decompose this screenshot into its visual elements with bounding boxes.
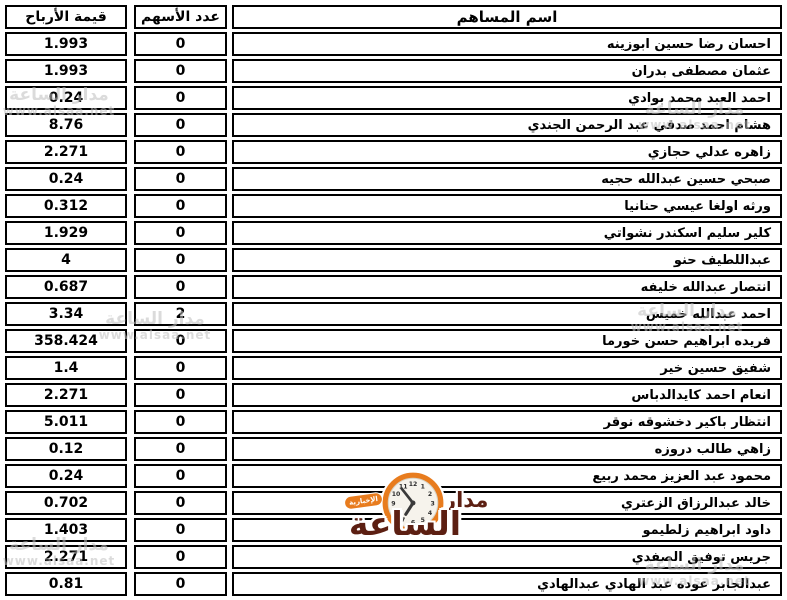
table-row: داود ابراهيم زلطيمو 0 1.403 <box>5 518 782 542</box>
table-row: عبدالجابر عوده عبد الهادي عبدالهادي 0 0.… <box>5 572 782 596</box>
cell-shares-count: 0 <box>134 464 227 488</box>
table-row: زاهي طالب دروزه 0 0.12 <box>5 437 782 461</box>
cell-shareholder-name: احمد العبد محمد بوادي <box>232 86 782 110</box>
cell-shareholder-name: جريس توفيق الصفدي <box>232 545 782 569</box>
cell-shareholder-name: انعام احمد كايدالدباس <box>232 383 782 407</box>
cell-shares-count: 0 <box>134 356 227 380</box>
cell-shares-count: 0 <box>134 32 227 56</box>
table-row: انعام احمد كايدالدباس 0 2.271 <box>5 383 782 407</box>
cell-shareholder-name: عبدالجابر عوده عبد الهادي عبدالهادي <box>232 572 782 596</box>
cell-shareholder-name: ورثه اولغا عيسي حنانيا <box>232 194 782 218</box>
cell-shares-count: 0 <box>134 167 227 191</box>
cell-shareholder-name: هشام احمد صدقي عبد الرحمن الجندي <box>232 113 782 137</box>
header-shares-count: عدد الأسهم <box>134 5 227 29</box>
cell-shareholder-name: خالد عبدالرزاق الزعتري <box>232 491 782 515</box>
cell-shareholder-name: انتصار عبدالله خليفه <box>232 275 782 299</box>
cell-shares-count: 0 <box>134 518 227 542</box>
cell-dividends-value: 0.24 <box>5 86 127 110</box>
cell-shares-count: 0 <box>134 410 227 434</box>
cell-shareholder-name: عثمان مصطفى بدران <box>232 59 782 83</box>
table-row: انتصار عبدالله خليفه 0 0.687 <box>5 275 782 299</box>
cell-dividends-value: 8.76 <box>5 113 127 137</box>
cell-dividends-value: 0.24 <box>5 167 127 191</box>
cell-dividends-value: 1.993 <box>5 32 127 56</box>
cell-shares-count: 0 <box>134 194 227 218</box>
table-row: خالد عبدالرزاق الزعتري 0 0.702 <box>5 491 782 515</box>
cell-dividends-value: 1.403 <box>5 518 127 542</box>
cell-shareholder-name: كلير سليم اسكندر نشواتي <box>232 221 782 245</box>
cell-shares-count: 0 <box>134 221 227 245</box>
table-row: هشام احمد صدقي عبد الرحمن الجندي 0 8.76 <box>5 113 782 137</box>
cell-shares-count: 0 <box>134 275 227 299</box>
cell-shares-count: 0 <box>134 572 227 596</box>
table-row: ورثه اولغا عيسي حنانيا 0 0.312 <box>5 194 782 218</box>
table-row: عثمان مصطفى بدران 0 1.993 <box>5 59 782 83</box>
table-row: محمود عبد العزيز محمد ربيع 0 0.24 <box>5 464 782 488</box>
table-row: انتظار باكير دخشوقه نوقر 0 5.011 <box>5 410 782 434</box>
cell-dividends-value: 2.271 <box>5 383 127 407</box>
cell-shareholder-name: عبداللطيف حنو <box>232 248 782 272</box>
table-row: احمد العبد محمد بوادي 0 0.24 <box>5 86 782 110</box>
cell-dividends-value: 358.424 <box>5 329 127 353</box>
table-row: كلير سليم اسكندر نشواتي 0 1.929 <box>5 221 782 245</box>
table-row: زاهره عدلي حجازي 0 2.271 <box>5 140 782 164</box>
cell-dividends-value: 0.81 <box>5 572 127 596</box>
cell-dividends-value: 4 <box>5 248 127 272</box>
cell-dividends-value: 0.12 <box>5 437 127 461</box>
shareholders-table: اسم المساهم عدد الأسهم قيمة الأرباح احسا… <box>5 5 782 599</box>
table-row: احمد عبدالله خميس 2 3.34 <box>5 302 782 326</box>
cell-dividends-value: 1.929 <box>5 221 127 245</box>
cell-shareholder-name: زاهره عدلي حجازي <box>232 140 782 164</box>
cell-shares-count: 0 <box>134 113 227 137</box>
table-header-row: اسم المساهم عدد الأسهم قيمة الأرباح <box>5 5 782 29</box>
cell-shares-count: 0 <box>134 491 227 515</box>
table-row: فريده ابراهيم حسن خورما 0 358.424 <box>5 329 782 353</box>
cell-shares-count: 0 <box>134 329 227 353</box>
cell-shareholder-name: احمد عبدالله خميس <box>232 302 782 326</box>
cell-shares-count: 0 <box>134 248 227 272</box>
cell-shares-count: 2 <box>134 302 227 326</box>
cell-dividends-value: 5.011 <box>5 410 127 434</box>
cell-shares-count: 0 <box>134 545 227 569</box>
cell-shareholder-name: احسان رضا حسين ابوزينه <box>232 32 782 56</box>
cell-shareholder-name: شفيق حسين خير <box>232 356 782 380</box>
cell-dividends-value: 2.271 <box>5 140 127 164</box>
header-dividends-value: قيمة الأرباح <box>5 5 127 29</box>
cell-shareholder-name: زاهي طالب دروزه <box>232 437 782 461</box>
cell-shareholder-name: داود ابراهيم زلطيمو <box>232 518 782 542</box>
table-body: احسان رضا حسين ابوزينه 0 1.993 عثمان مصط… <box>5 32 782 599</box>
cell-shares-count: 0 <box>134 86 227 110</box>
table-row: احسان رضا حسين ابوزينه 0 1.993 <box>5 32 782 56</box>
cell-shareholder-name: محمود عبد العزيز محمد ربيع <box>232 464 782 488</box>
cell-dividends-value: 0.312 <box>5 194 127 218</box>
cell-shareholder-name: صبحي حسين عبدالله حجيه <box>232 167 782 191</box>
table-row: عبداللطيف حنو 0 4 <box>5 248 782 272</box>
cell-shares-count: 0 <box>134 383 227 407</box>
cell-dividends-value: 0.687 <box>5 275 127 299</box>
cell-shares-count: 0 <box>134 437 227 461</box>
cell-dividends-value: 1.4 <box>5 356 127 380</box>
cell-shareholder-name: انتظار باكير دخشوقه نوقر <box>232 410 782 434</box>
table-row: صبحي حسين عبدالله حجيه 0 0.24 <box>5 167 782 191</box>
cell-shareholder-name: فريده ابراهيم حسن خورما <box>232 329 782 353</box>
cell-dividends-value: 3.34 <box>5 302 127 326</box>
cell-dividends-value: 0.24 <box>5 464 127 488</box>
cell-shares-count: 0 <box>134 140 227 164</box>
cell-shares-count: 0 <box>134 59 227 83</box>
header-shareholder-name: اسم المساهم <box>232 5 782 29</box>
cell-dividends-value: 0.702 <box>5 491 127 515</box>
cell-dividends-value: 1.993 <box>5 59 127 83</box>
table-row: جريس توفيق الصفدي 0 2.271 <box>5 545 782 569</box>
cell-dividends-value: 2.271 <box>5 545 127 569</box>
table-row: شفيق حسين خير 0 1.4 <box>5 356 782 380</box>
